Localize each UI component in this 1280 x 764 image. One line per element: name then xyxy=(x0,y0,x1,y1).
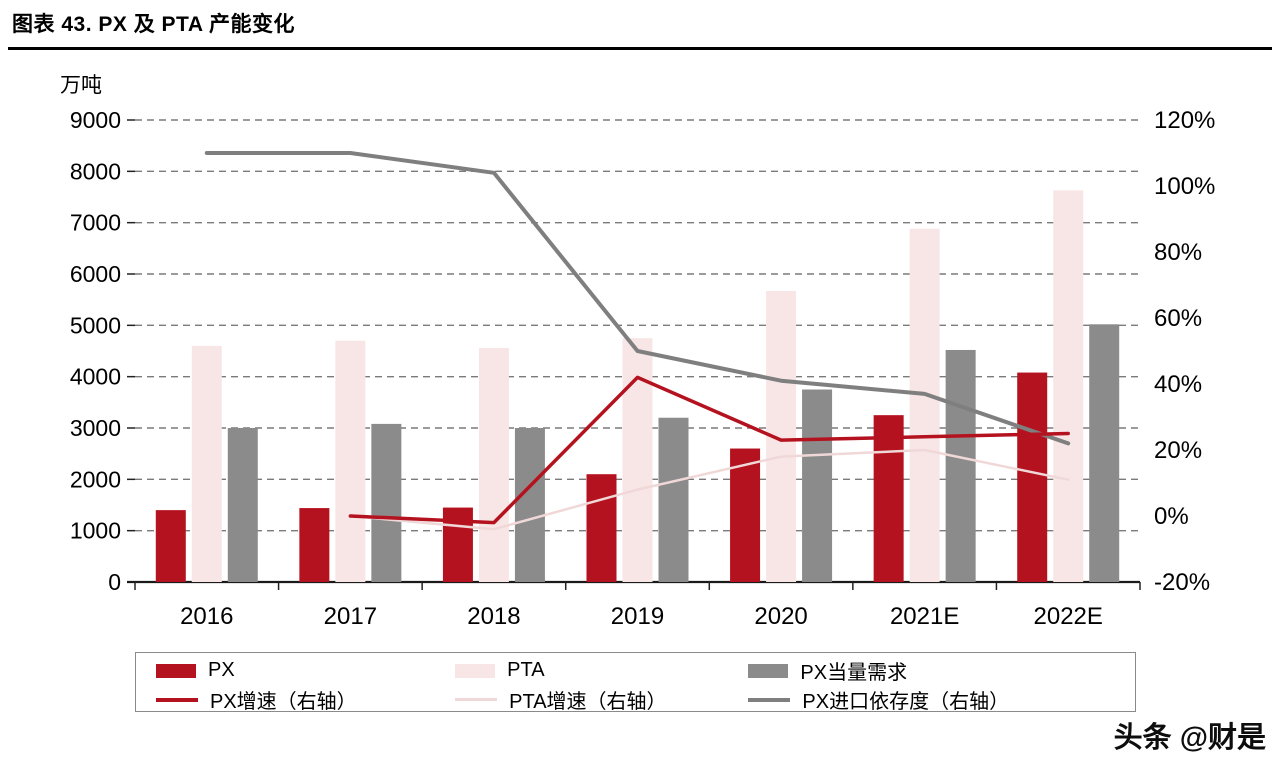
legend-label: PX进口依存度（右轴） xyxy=(802,691,1010,713)
right-axis-label: -20% xyxy=(1154,569,1210,596)
left-axis-label: 0 xyxy=(108,569,121,595)
line-px-import-dependence xyxy=(204,151,1071,446)
left-axis-label: 4000 xyxy=(70,364,121,390)
legend-bar-swatch xyxy=(455,663,496,678)
left-axis-label: 6000 xyxy=(70,261,121,287)
x-axis-label: 2020 xyxy=(754,603,807,630)
right-axis-label: 60% xyxy=(1154,305,1202,332)
legend-line-swatch xyxy=(455,698,498,701)
watermark: 头条 @财是 xyxy=(1113,722,1266,754)
bar-px xyxy=(1017,372,1048,582)
bar-pta xyxy=(478,347,509,582)
legend-item: PX xyxy=(156,659,455,682)
left-axis-unit-label: 万吨 xyxy=(60,74,102,97)
left-axis-label: 1000 xyxy=(70,518,121,544)
legend-bar-swatch xyxy=(156,663,196,678)
x-axis-label: 2021E xyxy=(890,603,959,630)
bar-px-demand xyxy=(658,417,689,582)
bar-px-demand xyxy=(945,349,976,582)
legend-bar-swatch xyxy=(748,663,789,678)
left-axis-label: 2000 xyxy=(70,466,121,492)
right-axis-label: 0% xyxy=(1154,503,1189,530)
bar-pta xyxy=(335,340,366,582)
bar-px xyxy=(586,474,617,582)
legend-label: PTA xyxy=(507,659,545,681)
bar-px xyxy=(155,510,186,582)
bar-px-demand xyxy=(514,428,545,582)
left-axis-label: 8000 xyxy=(70,158,121,184)
line-pta-growth xyxy=(349,448,1070,531)
bar-px xyxy=(299,508,330,582)
figure-title: 图表 43. PX 及 PTA 产能变化 xyxy=(12,13,296,36)
bar-pta xyxy=(1053,190,1084,582)
bar-px-demand xyxy=(227,428,258,582)
left-axis-label: 5000 xyxy=(70,312,121,338)
right-axis-label: 100% xyxy=(1154,173,1215,200)
legend-item: PTA xyxy=(455,659,748,682)
legend-label: PTA增速（右轴） xyxy=(509,691,667,713)
right-axis-label: 80% xyxy=(1154,239,1202,266)
legend-line-swatch xyxy=(156,697,198,702)
right-axis-label: 40% xyxy=(1154,371,1202,398)
legend-item: PX当量需求 xyxy=(748,656,1115,685)
bar-px-demand xyxy=(371,423,402,582)
right-axis-label: 20% xyxy=(1154,437,1202,464)
bar-px xyxy=(873,415,904,582)
x-axis-label: 2022E xyxy=(1034,603,1103,630)
legend-item: PTA增速（右轴） xyxy=(455,685,748,714)
bar-pta xyxy=(622,338,653,582)
chart-legend: PX PTA PX当量需求 PX增速（右轴） PTA增速（右轴） PX进口依存度（右轴） xyxy=(135,652,1136,714)
bar-pta xyxy=(191,345,222,582)
x-axis-label: 2019 xyxy=(611,603,664,630)
line-px-growth xyxy=(348,375,1070,525)
legend-item: PX进口依存度（右轴） xyxy=(748,685,1115,714)
legend-line-swatch xyxy=(748,697,791,702)
px-pta-capacity-chart: 万吨 0 1000 2000 3000 4000 5000 6000 7000 8000 9000 -… xyxy=(60,74,1215,630)
left-axis-label: 3000 xyxy=(70,415,121,441)
x-axis-label: 2016 xyxy=(180,603,233,630)
right-axis-label: 120% xyxy=(1154,107,1215,134)
legend-label: PX当量需求 xyxy=(800,662,908,684)
legend-item: PX增速（右轴） xyxy=(156,685,455,714)
figure-header: 图表 43. PX 及 PTA 产能变化 xyxy=(8,0,1272,50)
bar-pta xyxy=(909,228,940,582)
bar-px xyxy=(730,448,761,582)
x-axis-label: 2017 xyxy=(324,603,377,630)
left-axis-label: 9000 xyxy=(70,107,121,133)
bar-px-demand xyxy=(1089,324,1120,582)
left-axis-label: 7000 xyxy=(70,210,121,236)
legend-label: PX xyxy=(208,659,235,681)
legend-label: PX增速（右轴） xyxy=(210,691,357,713)
bar-px-demand xyxy=(802,389,833,582)
x-axis-label: 2018 xyxy=(467,603,520,630)
